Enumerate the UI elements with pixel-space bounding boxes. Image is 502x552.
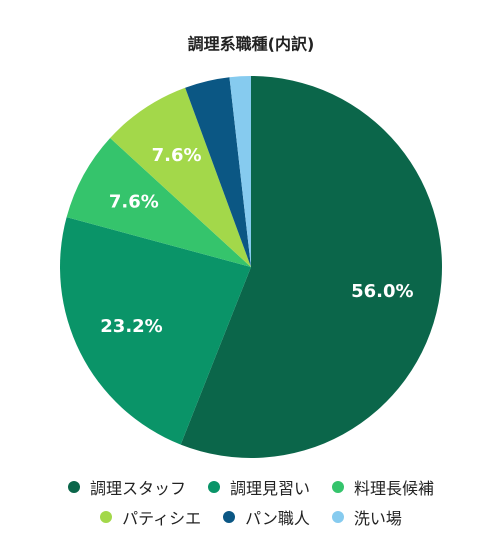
data-label: 7.6% xyxy=(109,192,159,213)
legend-marker xyxy=(331,511,344,523)
legend-item: 調理見習い xyxy=(207,475,310,499)
legend-marker xyxy=(100,511,113,523)
legend-item: 調理スタッフ xyxy=(67,475,186,499)
legend: 調理スタッフ 調理見習い 料理長候補パティシエ パン職人 洗い場 xyxy=(0,472,502,532)
legend-marker xyxy=(223,511,236,523)
chart-title: 調理系職種(内訳) xyxy=(188,35,315,54)
data-label: 23.2% xyxy=(100,316,162,337)
legend-label: 調理見習い xyxy=(229,479,310,498)
data-label: 7.6% xyxy=(152,145,202,166)
legend-item: パン職人 xyxy=(223,505,310,529)
pie-slice xyxy=(229,76,251,267)
legend-item: 洗い場 xyxy=(331,505,402,529)
pie-slice xyxy=(110,87,251,267)
legend-marker xyxy=(67,481,80,493)
legend-item: 料理長候補 xyxy=(332,475,434,499)
pie-slice xyxy=(59,217,252,445)
legend-label: パティシエ xyxy=(122,509,202,528)
legend-row: パティシエ パン職人 洗い場 xyxy=(0,502,502,532)
legend-item: パティシエ xyxy=(100,505,201,529)
legend-marker xyxy=(332,481,344,493)
legend-row: 調理スタッフ 調理見習い 料理長候補 xyxy=(0,472,502,502)
pie-slice xyxy=(185,77,251,267)
legend-label: 調理スタッフ xyxy=(89,479,186,498)
legend-label: 料理長候補 xyxy=(354,479,435,498)
data-label: 56.0% xyxy=(351,281,413,302)
legend-marker xyxy=(207,481,220,493)
pie-area: 調理系職種(内訳) 56.0% 23.2% 7.6% 7.6% xyxy=(59,35,442,458)
legend-label: パン職人 xyxy=(245,509,310,528)
legend-label: 洗い場 xyxy=(353,509,402,528)
pie-slice xyxy=(180,76,442,458)
pie-slice xyxy=(66,138,251,267)
